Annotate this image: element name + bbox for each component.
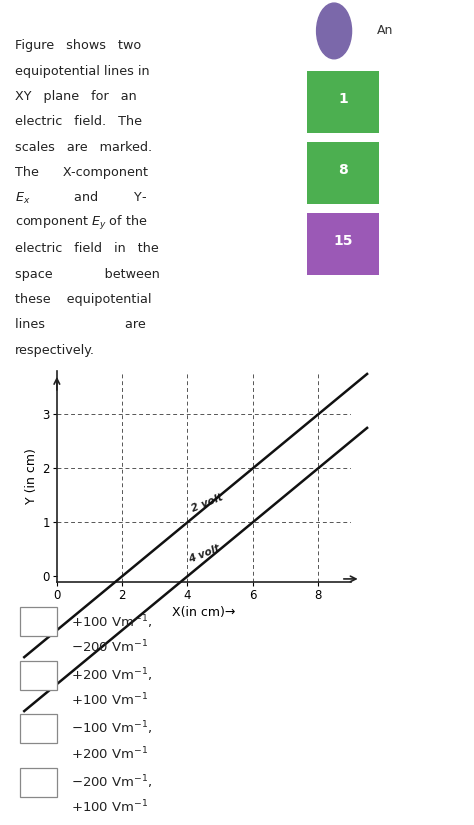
- Text: +200 Vm$^{-1}$: +200 Vm$^{-1}$: [71, 746, 148, 762]
- Text: $E_x$           and         Y-: $E_x$ and Y-: [15, 190, 148, 206]
- FancyBboxPatch shape: [307, 142, 379, 205]
- Text: −200 Vm$^{-1}$: −200 Vm$^{-1}$: [71, 639, 148, 655]
- X-axis label: X(in cm)→: X(in cm)→: [172, 606, 236, 619]
- Bar: [20, 607, 57, 636]
- Text: scales   are   marked.: scales are marked.: [15, 141, 152, 153]
- Y-axis label: Y (in cm): Y (in cm): [25, 449, 38, 504]
- Text: An: An: [377, 25, 393, 37]
- Text: electric   field.   The: electric field. The: [15, 116, 142, 129]
- Text: −100 Vm$^{-1}$,: −100 Vm$^{-1}$,: [71, 720, 153, 738]
- Text: 4 volt: 4 volt: [187, 543, 221, 564]
- Circle shape: [317, 3, 352, 59]
- Text: respectively.: respectively.: [15, 344, 95, 356]
- Text: equipotential lines in: equipotential lines in: [15, 64, 150, 78]
- Text: Figure   shows   two: Figure shows two: [15, 40, 141, 52]
- Text: 15: 15: [333, 234, 353, 248]
- Text: +200 Vm$^{-1}$,: +200 Vm$^{-1}$,: [71, 667, 153, 684]
- Bar: [20, 768, 57, 797]
- Text: component $E_y$ of the: component $E_y$ of the: [15, 214, 148, 233]
- Text: 1: 1: [338, 92, 348, 106]
- Text: space             between: space between: [15, 267, 160, 280]
- Text: these    equipotential: these equipotential: [15, 293, 152, 306]
- Text: 2 volt: 2 volt: [190, 493, 224, 514]
- Text: +100 Vm$^{-1}$: +100 Vm$^{-1}$: [71, 692, 148, 709]
- FancyBboxPatch shape: [307, 214, 379, 276]
- Text: 0: 0: [330, 26, 338, 36]
- Text: electric   field   in   the: electric field in the: [15, 243, 159, 255]
- Text: +100 Vm$^{-1}$: +100 Vm$^{-1}$: [71, 799, 148, 816]
- FancyBboxPatch shape: [307, 71, 379, 133]
- Text: lines                    are: lines are: [15, 318, 146, 332]
- Text: The      X-component: The X-component: [15, 166, 148, 179]
- Text: 8: 8: [338, 163, 348, 177]
- Text: XY   plane   for   an: XY plane for an: [15, 90, 137, 103]
- Bar: [20, 661, 57, 690]
- Text: +100 Vm$^{-1}$,: +100 Vm$^{-1}$,: [71, 613, 153, 630]
- Bar: [20, 714, 57, 743]
- Text: −200 Vm$^{-1}$,: −200 Vm$^{-1}$,: [71, 773, 153, 791]
